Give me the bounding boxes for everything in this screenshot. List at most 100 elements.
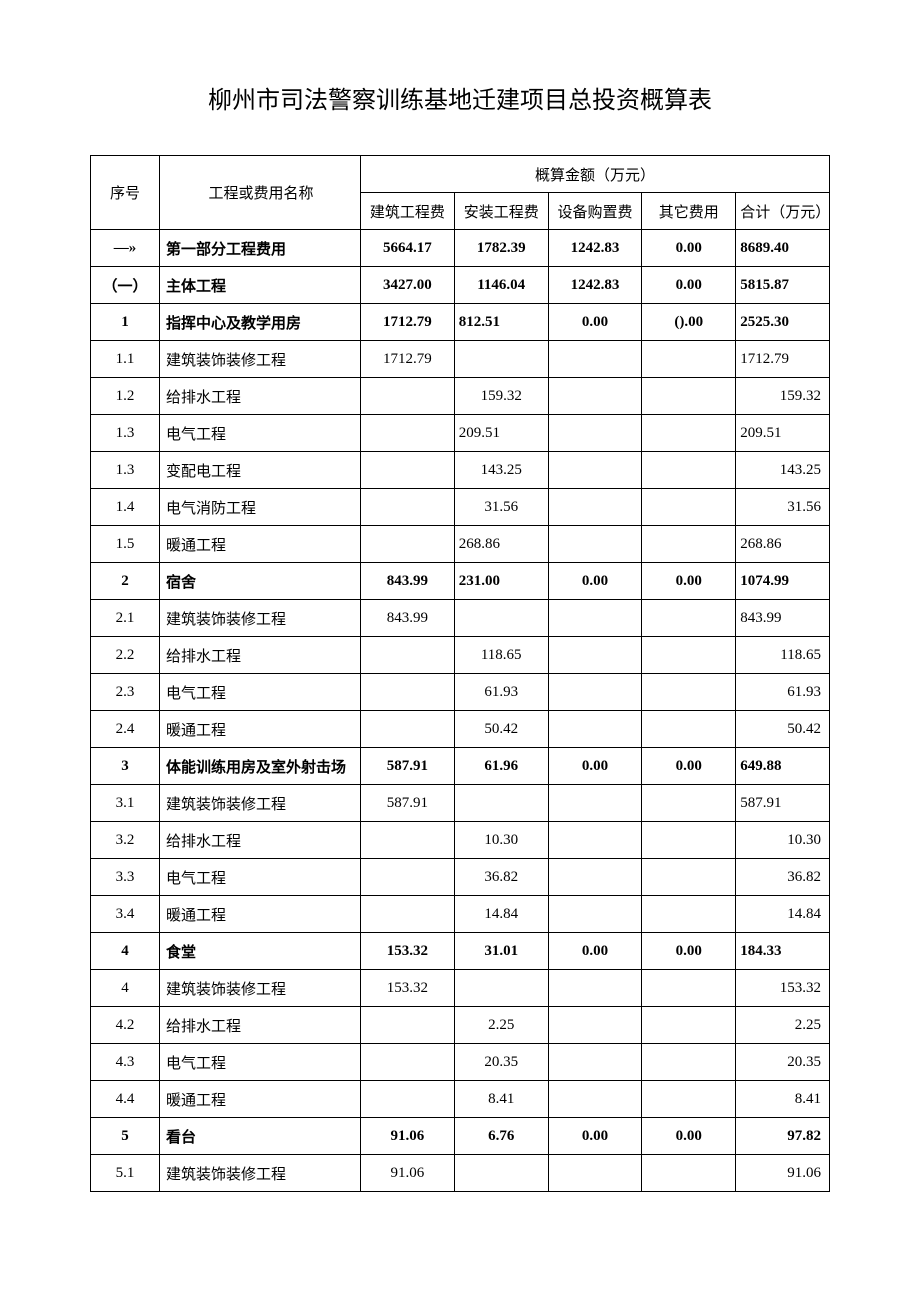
table-row: 3.2给排水工程10.3010.30 (91, 822, 830, 859)
cell-total: 2525.30 (736, 304, 830, 341)
cell-name: 暖通工程 (160, 711, 361, 748)
cell-c3 (548, 822, 642, 859)
cell-c1: 843.99 (361, 600, 455, 637)
cell-name: 指挥中心及教学用房 (160, 304, 361, 341)
cell-c2 (454, 785, 548, 822)
cell-name: 电气工程 (160, 415, 361, 452)
cell-c2: 14.84 (454, 896, 548, 933)
cell-c2: 36.82 (454, 859, 548, 896)
cell-c4 (642, 452, 736, 489)
cell-c1 (361, 637, 455, 674)
cell-c2: 10.30 (454, 822, 548, 859)
cell-name: 给排水工程 (160, 1007, 361, 1044)
cell-seq: 3.4 (91, 896, 160, 933)
cell-c3 (548, 341, 642, 378)
cell-c1 (361, 526, 455, 563)
cell-c3 (548, 896, 642, 933)
cell-seq: 1.4 (91, 489, 160, 526)
cell-total: 843.99 (736, 600, 830, 637)
cell-c1: 91.06 (361, 1118, 455, 1155)
table-row: （一）主体工程3427.001146.041242.830.005815.87 (91, 267, 830, 304)
cell-c4 (642, 526, 736, 563)
cell-total: 1712.79 (736, 341, 830, 378)
cell-c2: 209.51 (454, 415, 548, 452)
table-row: 1指挥中心及教学用房1712.79812.510.00().002525.30 (91, 304, 830, 341)
cell-total: 649.88 (736, 748, 830, 785)
cell-c2: 8.41 (454, 1081, 548, 1118)
cell-c1: 5664.17 (361, 230, 455, 267)
cell-name: 暖通工程 (160, 526, 361, 563)
cell-seq: 3.1 (91, 785, 160, 822)
cell-total: 20.35 (736, 1044, 830, 1081)
table-row: 4.3电气工程20.3520.35 (91, 1044, 830, 1081)
cell-c1: 153.32 (361, 933, 455, 970)
cell-c3: 0.00 (548, 933, 642, 970)
cell-c4 (642, 711, 736, 748)
cell-c1 (361, 452, 455, 489)
budget-table: 序号 工程或费用名称 概算金额（万元） 建筑工程费 安装工程费 设备购置费 其它… (90, 155, 830, 1192)
cell-c3 (548, 600, 642, 637)
table-row: 1.5暖通工程268.86268.86 (91, 526, 830, 563)
cell-c2: 20.35 (454, 1044, 548, 1081)
cell-name: 给排水工程 (160, 637, 361, 674)
table-row: 2.2给排水工程118.65118.65 (91, 637, 830, 674)
cell-c1: 1712.79 (361, 304, 455, 341)
cell-name: 电气工程 (160, 674, 361, 711)
cell-seq: 5.1 (91, 1155, 160, 1192)
cell-c3 (548, 859, 642, 896)
cell-total: 5815.87 (736, 267, 830, 304)
cell-name: 建筑装饰装修工程 (160, 970, 361, 1007)
cell-c3: 1242.83 (548, 230, 642, 267)
cell-c4: 0.00 (642, 1118, 736, 1155)
cell-seq: 1.3 (91, 415, 160, 452)
cell-total: 8689.40 (736, 230, 830, 267)
cell-name: 暖通工程 (160, 1081, 361, 1118)
cell-c3 (548, 1007, 642, 1044)
cell-c4 (642, 674, 736, 711)
cell-total: 143.25 (736, 452, 830, 489)
cell-c3: 0.00 (548, 1118, 642, 1155)
cell-c1 (361, 378, 455, 415)
cell-name: 电气消防工程 (160, 489, 361, 526)
page-title: 柳州市司法警察训练基地迁建项目总投资概算表 (90, 80, 830, 115)
cell-c3 (548, 674, 642, 711)
cell-c3 (548, 711, 642, 748)
cell-c1 (361, 822, 455, 859)
table-row: 2.3电气工程61.9361.93 (91, 674, 830, 711)
cell-c2 (454, 1155, 548, 1192)
table-row: 2.1建筑装饰装修工程843.99843.99 (91, 600, 830, 637)
cell-seq: 3.2 (91, 822, 160, 859)
header-c4: 其它费用 (642, 193, 736, 230)
cell-c2: 6.76 (454, 1118, 548, 1155)
cell-c2: 50.42 (454, 711, 548, 748)
cell-name: 第一部分工程费用 (160, 230, 361, 267)
cell-c1: 3427.00 (361, 267, 455, 304)
table-row: 1.3变配电工程143.25143.25 (91, 452, 830, 489)
cell-c4 (642, 822, 736, 859)
cell-c2: 159.32 (454, 378, 548, 415)
cell-seq: 2.3 (91, 674, 160, 711)
table-row: 3体能训练用房及室外射击场587.9161.960.000.00649.88 (91, 748, 830, 785)
cell-c1 (361, 674, 455, 711)
cell-name: 主体工程 (160, 267, 361, 304)
cell-name: 暖通工程 (160, 896, 361, 933)
cell-c4 (642, 1007, 736, 1044)
table-row: 4建筑装饰装修工程153.32153.32 (91, 970, 830, 1007)
table-row: 5看台91.066.760.000.0097.82 (91, 1118, 830, 1155)
cell-c1: 843.99 (361, 563, 455, 600)
table-row: —»第一部分工程费用5664.171782.391242.830.008689.… (91, 230, 830, 267)
cell-seq: 1 (91, 304, 160, 341)
table-row: 1.3电气工程209.51209.51 (91, 415, 830, 452)
cell-name: 看台 (160, 1118, 361, 1155)
cell-name: 给排水工程 (160, 822, 361, 859)
cell-c3 (548, 452, 642, 489)
cell-total: 153.32 (736, 970, 830, 1007)
cell-name: 建筑装饰装修工程 (160, 785, 361, 822)
cell-total: 159.32 (736, 378, 830, 415)
cell-c3 (548, 785, 642, 822)
cell-seq: 4.3 (91, 1044, 160, 1081)
cell-total: 268.86 (736, 526, 830, 563)
cell-c1 (361, 1007, 455, 1044)
cell-c2: 31.01 (454, 933, 548, 970)
cell-seq: 3 (91, 748, 160, 785)
